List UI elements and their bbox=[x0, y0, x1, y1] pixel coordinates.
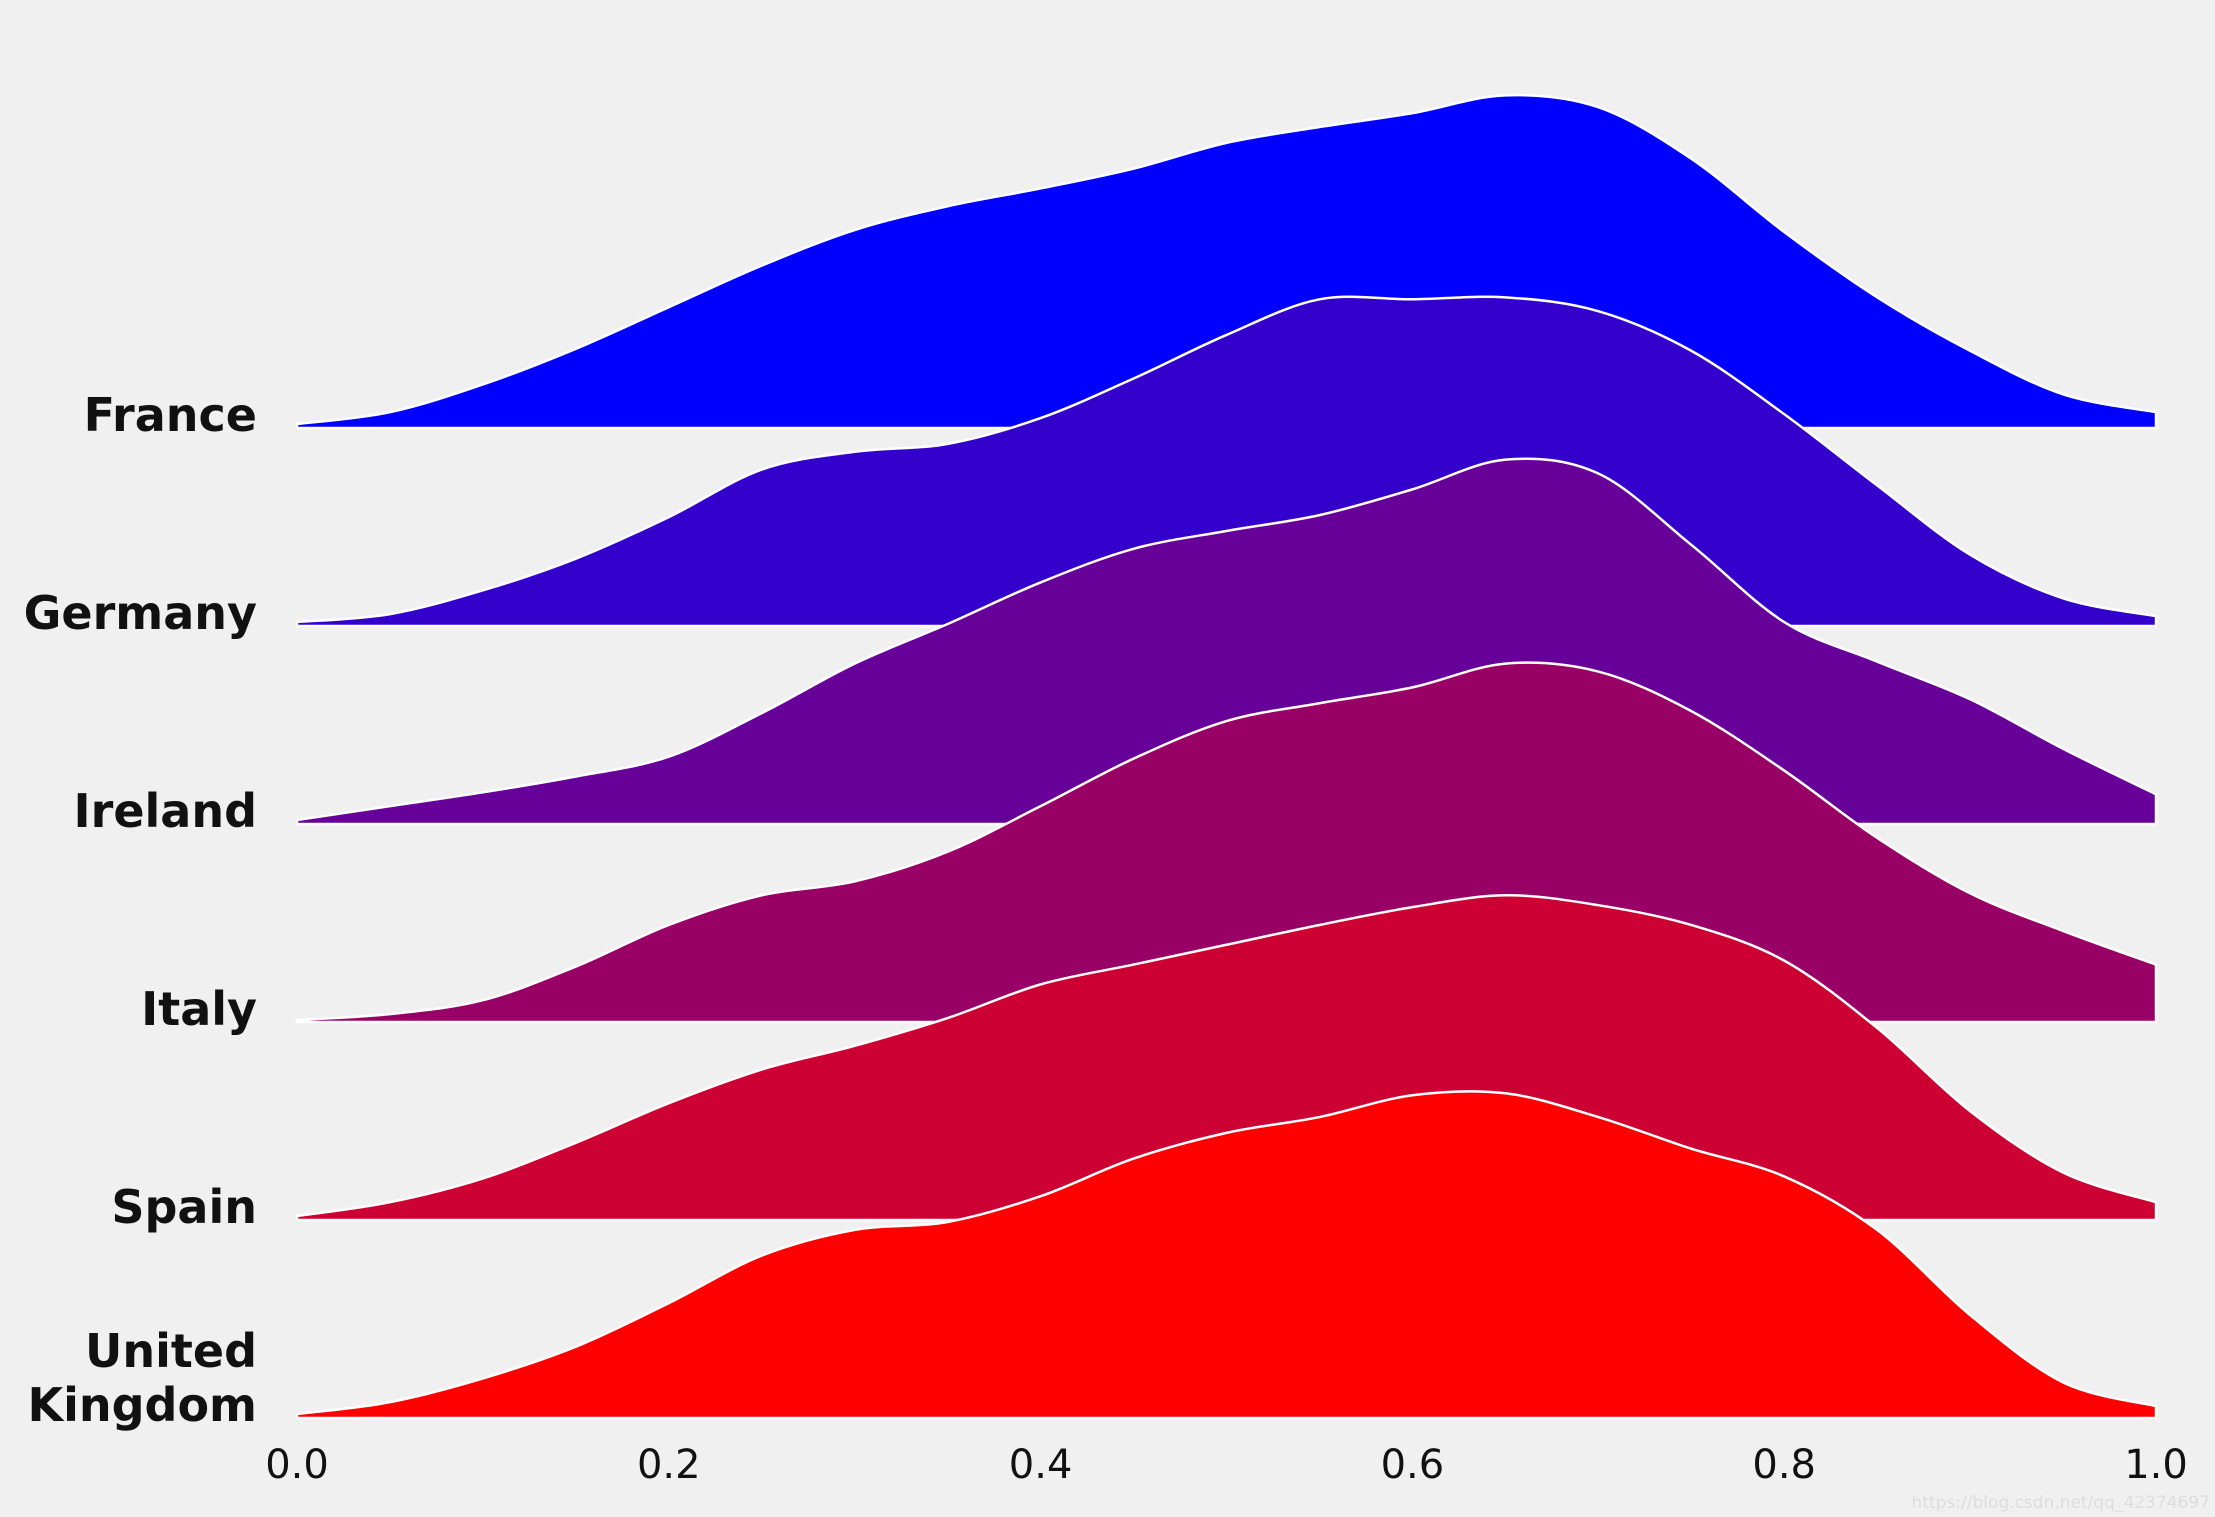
x-tick-label: 0.0 bbox=[265, 1442, 329, 1488]
row-label: United Kingdom bbox=[27, 1324, 257, 1432]
x-tick-label: 0.8 bbox=[1752, 1442, 1816, 1488]
watermark: https://blog.csdn.net/qq_42374697 bbox=[1912, 1493, 2210, 1513]
x-tick-label: 0.6 bbox=[1381, 1442, 1445, 1488]
x-tick-label: 1.0 bbox=[2124, 1442, 2188, 1488]
row-label: Ireland bbox=[73, 784, 257, 838]
ridge-area bbox=[295, 894, 2158, 1222]
ridge-area bbox=[295, 93, 2158, 430]
x-tick-label: 0.2 bbox=[637, 1442, 701, 1488]
row-label: Spain bbox=[111, 1180, 257, 1234]
row-label: Germany bbox=[23, 586, 257, 640]
x-tick-label: 0.4 bbox=[1009, 1442, 1073, 1488]
ridge-area bbox=[295, 1090, 2158, 1420]
row-label: France bbox=[83, 388, 257, 442]
row-label: Italy bbox=[141, 982, 257, 1036]
